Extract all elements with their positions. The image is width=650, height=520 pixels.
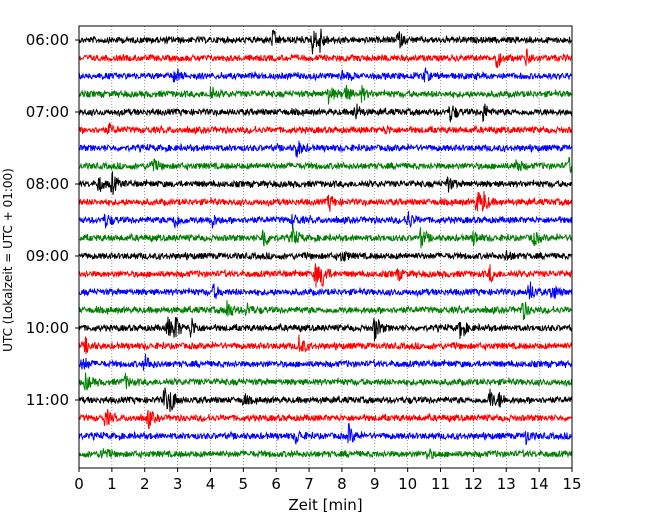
y-tick-label: 09:00: [26, 247, 69, 265]
trace-line: [78, 263, 573, 288]
x-tick-label: 3: [173, 475, 183, 493]
x-tick-label: 0: [74, 475, 84, 493]
x-tick-label: 11: [431, 475, 450, 493]
x-axis-ticks: 0 1 2 3 4 5 6 7 8 9 10 11 12 13 14 15: [74, 468, 582, 493]
x-tick-label: 15: [562, 475, 581, 493]
x-tick-label: 14: [530, 475, 549, 493]
x-tick-label: 12: [464, 475, 483, 493]
x-tick-label: 7: [304, 475, 314, 493]
y-tick-label: 11:00: [26, 391, 69, 409]
y-tick-label: 07:00: [26, 103, 69, 121]
traces: [78, 28, 573, 460]
trace-line: [78, 157, 573, 173]
trace-line: [78, 372, 573, 391]
trace-line: [78, 122, 573, 135]
x-tick-label: 1: [107, 475, 117, 493]
x-tick-label: 10: [398, 475, 417, 493]
y-tick-label: 10:00: [26, 319, 69, 337]
trace-line: [78, 103, 573, 123]
x-axis-label: Zeit [min]: [288, 496, 362, 514]
trace-line: [78, 334, 573, 355]
trace-line: [78, 191, 573, 212]
trace-line: [79, 226, 573, 249]
trace-line: [78, 67, 573, 83]
trace-line: [78, 84, 573, 105]
trace-line: [78, 423, 573, 446]
trace-line: [78, 300, 573, 321]
trace-line: [78, 28, 573, 55]
trace-line: [78, 409, 573, 430]
trace-line: [78, 250, 573, 263]
trace-line: [78, 48, 573, 69]
trace-line: [78, 281, 573, 300]
plot-frame: [78, 25, 573, 469]
x-tick-label: 2: [140, 475, 150, 493]
trace-line: [78, 211, 573, 230]
x-tick-label: 6: [271, 475, 281, 493]
x-tick-label: 9: [370, 475, 380, 493]
trace-line: [78, 387, 573, 413]
y-tick-label: 06:00: [26, 31, 69, 49]
y-tick-label: 08:00: [26, 175, 69, 193]
trace-line: [78, 448, 573, 460]
x-tick-label: 8: [337, 475, 347, 493]
trace-line: [78, 170, 573, 195]
y-axis-ticks: 06:00 07:00 08:00 09:00 10:00 11:00: [26, 31, 79, 409]
y-axis-label: UTC (Lokalzeit = UTC + 01:00): [1, 168, 15, 352]
trace-line: [78, 316, 573, 342]
trace-line: [78, 353, 573, 371]
trace-line: [78, 140, 573, 158]
x-tick-label: 4: [206, 475, 216, 493]
x-tick-label: 13: [497, 475, 516, 493]
x-tick-label: 5: [239, 475, 249, 493]
